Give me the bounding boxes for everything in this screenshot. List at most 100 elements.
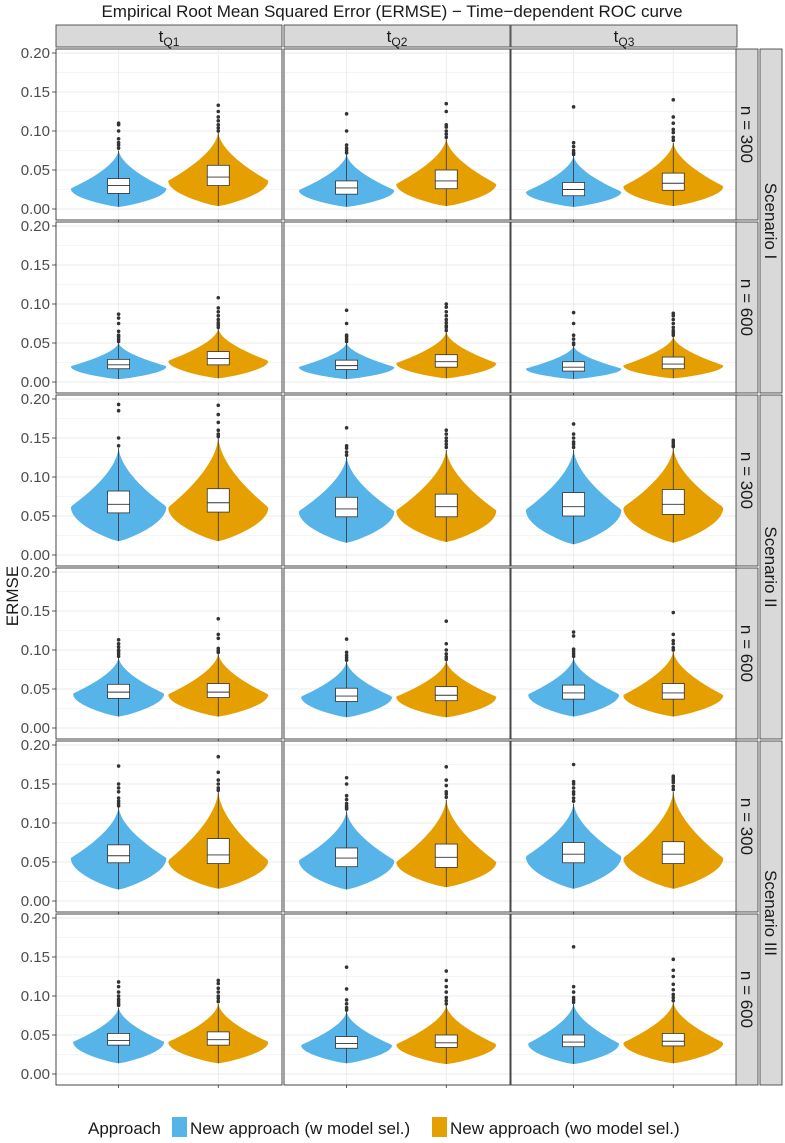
chart-title: Empirical Root Mean Squared Error (ERMSE… bbox=[101, 2, 682, 21]
panel-border bbox=[55, 394, 283, 567]
y-tick-label: 0.05 bbox=[21, 681, 50, 698]
box bbox=[562, 1034, 586, 1048]
outlier-point bbox=[571, 647, 576, 652]
outlier-point bbox=[671, 774, 676, 778]
y-tick-label: 0.10 bbox=[21, 123, 50, 140]
outlier-point bbox=[571, 786, 576, 790]
y-tick-label: 0.15 bbox=[21, 949, 50, 966]
outlier-point bbox=[344, 793, 349, 798]
facet-panel bbox=[510, 567, 738, 742]
panel-border bbox=[283, 567, 511, 740]
outlier-point bbox=[671, 998, 676, 1003]
y-tick-label: 0.15 bbox=[21, 603, 50, 620]
outlier-point bbox=[444, 109, 449, 114]
outlier-point bbox=[216, 115, 221, 119]
row-strip bbox=[735, 394, 759, 567]
outlier-point bbox=[216, 617, 221, 621]
outlier-point bbox=[444, 619, 449, 623]
panel-border bbox=[55, 567, 283, 740]
y-tick-label: 0.15 bbox=[21, 84, 50, 101]
outlier-point bbox=[116, 790, 121, 794]
outlier-point bbox=[444, 428, 449, 433]
outlier-point bbox=[671, 135, 676, 140]
y-tick-label: 0.20 bbox=[21, 564, 50, 581]
facet-panel bbox=[283, 394, 511, 569]
y-axes: 0.000.050.100.150.200.000.050.100.150.20… bbox=[21, 45, 56, 1083]
outlier-point bbox=[444, 328, 449, 333]
row-strip-label: n = 600 bbox=[737, 625, 756, 682]
outlier-point bbox=[671, 987, 676, 992]
column-strip bbox=[510, 24, 738, 48]
outlier-point bbox=[216, 994, 221, 998]
outlier-point bbox=[344, 650, 349, 655]
box bbox=[107, 1033, 131, 1046]
box bbox=[434, 686, 458, 702]
box bbox=[206, 838, 230, 864]
outlier-point bbox=[216, 632, 221, 637]
outlier-point bbox=[444, 795, 449, 800]
outlier-point bbox=[571, 990, 576, 994]
outlier-point bbox=[444, 652, 449, 656]
outlier-point bbox=[344, 444, 349, 448]
outlier-point bbox=[344, 653, 349, 658]
panel-background bbox=[284, 395, 510, 566]
outlier-point bbox=[671, 645, 676, 650]
scenario-strip-label: Scenario III bbox=[761, 870, 780, 956]
scenario-strip bbox=[759, 740, 783, 1086]
outlier-point bbox=[571, 432, 576, 436]
outlier-point bbox=[571, 422, 576, 426]
y-tick-label: 0.00 bbox=[21, 1066, 50, 1083]
y-tick-label: 0.00 bbox=[21, 547, 50, 564]
legend-key-wo-model-sel bbox=[432, 1117, 447, 1137]
outlier-point bbox=[444, 135, 449, 140]
y-tick-label: 0.10 bbox=[21, 988, 50, 1005]
outlier-point bbox=[571, 634, 576, 638]
outlier-point bbox=[116, 408, 121, 413]
outlier-point bbox=[571, 440, 576, 444]
outlier-point bbox=[571, 796, 576, 800]
outlier-point bbox=[671, 957, 676, 962]
outlier-point bbox=[216, 306, 221, 310]
outlier-point bbox=[216, 103, 221, 108]
outlier-point bbox=[571, 630, 576, 634]
outlier-point bbox=[571, 337, 576, 341]
facet-panel bbox=[283, 913, 511, 1088]
panel-background bbox=[56, 568, 282, 739]
y-tick-label: 0.10 bbox=[21, 642, 50, 659]
outlier-point bbox=[116, 312, 121, 316]
outlier-point bbox=[444, 320, 449, 325]
outlier-point bbox=[344, 775, 349, 780]
outlier-point bbox=[344, 637, 349, 641]
outlier-point bbox=[571, 310, 576, 315]
box bbox=[562, 492, 586, 517]
outlier-point bbox=[116, 980, 121, 984]
outlier-point bbox=[444, 436, 449, 440]
outlier-point bbox=[216, 981, 221, 986]
panel-border bbox=[55, 48, 283, 221]
outlier-point bbox=[444, 978, 449, 983]
outlier-point bbox=[216, 782, 221, 786]
box bbox=[661, 356, 685, 370]
outlier-point bbox=[444, 998, 449, 1003]
y-tick-label: 0.05 bbox=[21, 162, 50, 179]
outlier-point bbox=[116, 140, 121, 145]
outlier-point bbox=[116, 984, 121, 989]
outlier-point bbox=[344, 426, 349, 430]
panel-background bbox=[511, 568, 737, 739]
panel-grid bbox=[55, 48, 738, 1088]
outlier-point bbox=[571, 333, 576, 338]
outlier-point bbox=[216, 310, 221, 314]
outlier-point bbox=[344, 129, 349, 133]
box bbox=[335, 847, 359, 868]
y-tick-label: 0.20 bbox=[21, 910, 50, 927]
panel-border bbox=[55, 913, 283, 1086]
row-strip-label: n = 600 bbox=[737, 971, 756, 1028]
box bbox=[434, 354, 458, 368]
outlier-point bbox=[344, 797, 349, 802]
outlier-point bbox=[216, 420, 221, 425]
column-strip bbox=[55, 24, 283, 48]
outlier-point bbox=[344, 453, 349, 457]
outlier-point bbox=[571, 445, 576, 450]
outlier-point bbox=[344, 146, 349, 150]
facet-panel bbox=[510, 740, 738, 915]
